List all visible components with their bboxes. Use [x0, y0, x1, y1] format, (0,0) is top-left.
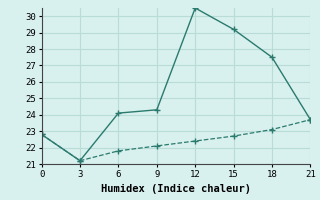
X-axis label: Humidex (Indice chaleur): Humidex (Indice chaleur): [101, 184, 251, 194]
